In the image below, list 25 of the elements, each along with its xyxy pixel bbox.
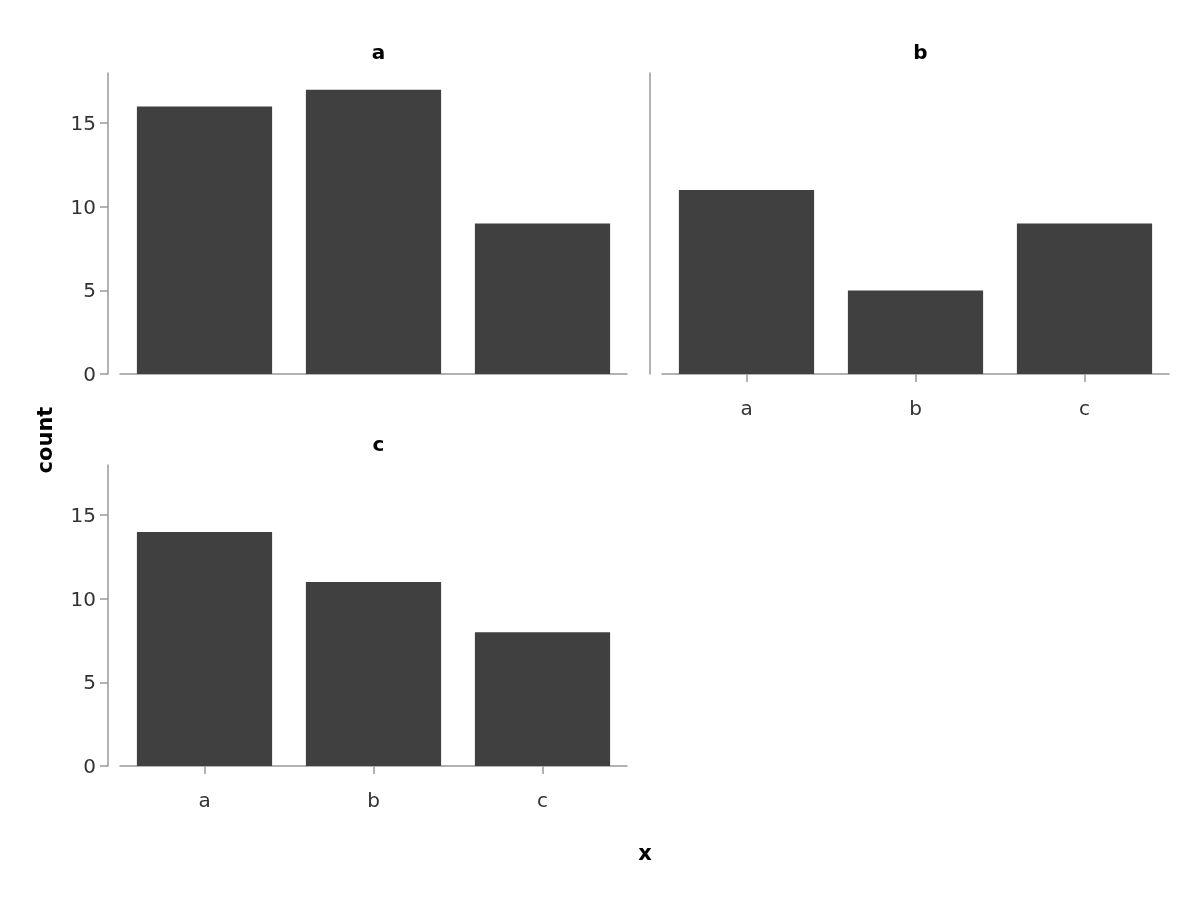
y-tick-label: 0: [83, 362, 96, 386]
x-tick-label: c: [537, 788, 548, 812]
chart-title: a: [371, 40, 386, 64]
x-tick-label: c: [1079, 396, 1090, 420]
bar: [136, 531, 273, 766]
bar: [474, 632, 611, 766]
bar: [305, 89, 442, 374]
y-tick-label: 5: [83, 278, 96, 303]
x-tick-label: b: [909, 396, 922, 420]
bar: [305, 582, 442, 766]
x-tick-label: b: [367, 788, 380, 812]
y-tick-label: 0: [83, 754, 96, 778]
y-tick-label: 10: [70, 586, 96, 611]
x-axis-title: x: [638, 841, 652, 865]
y-tick-label: 10: [70, 194, 96, 219]
y-tick-label: 15: [70, 111, 96, 136]
x-tick-label: a: [198, 788, 211, 812]
y-axis-title: count: [33, 406, 57, 474]
bar: [136, 106, 273, 374]
y-tick-label: 5: [83, 670, 96, 695]
chart-title: b: [913, 40, 928, 64]
chart-title: c: [372, 432, 385, 456]
y-tick-label: 15: [70, 503, 96, 528]
bar: [474, 223, 611, 374]
x-tick-label: a: [740, 396, 753, 420]
